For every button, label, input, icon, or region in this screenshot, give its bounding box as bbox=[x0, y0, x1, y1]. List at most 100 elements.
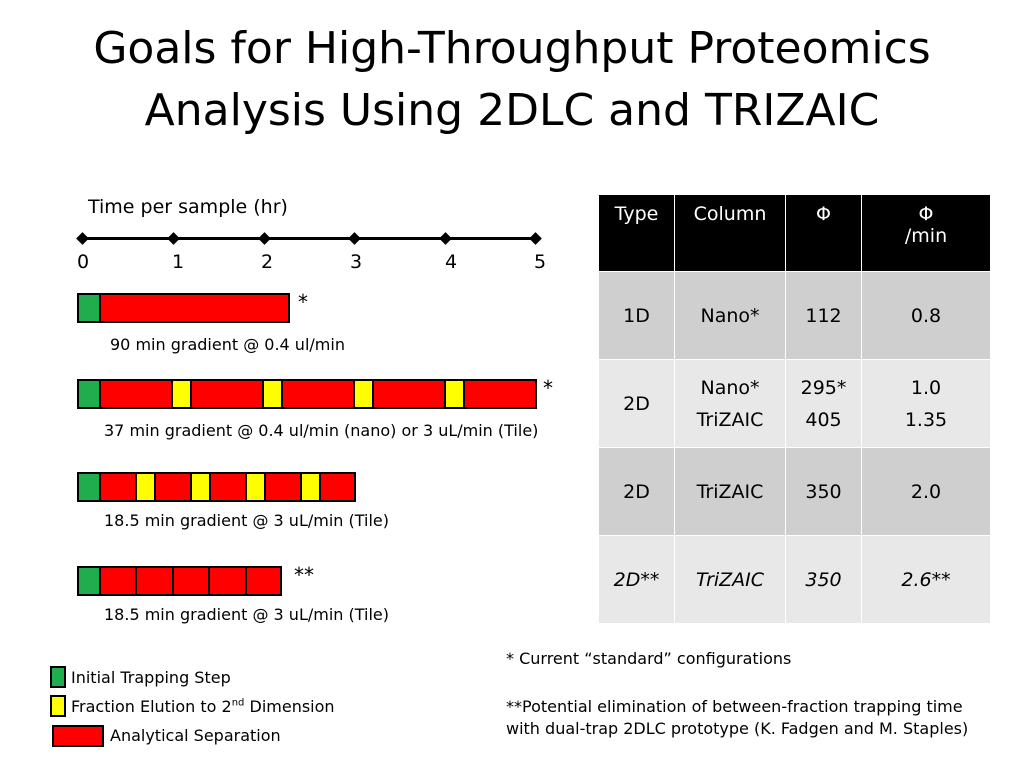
separation-segment bbox=[156, 474, 192, 500]
axis-tick-label-2: 2 bbox=[260, 251, 274, 273]
cell-type: 2D** bbox=[598, 535, 675, 624]
legend-red-swatch bbox=[52, 725, 104, 747]
cell-rate-line-2: 1.35 bbox=[904, 408, 948, 431]
axis-tick-5 bbox=[529, 232, 542, 245]
footnote-standard: * Current “standard” configurations bbox=[506, 649, 792, 668]
axis-tick-label-0: 0 bbox=[76, 251, 90, 273]
cell-phi: 350 bbox=[785, 535, 862, 624]
bar-3-caption: 18.5 min gradient @ 3 uL/min (Tile) bbox=[104, 511, 390, 530]
axis-tick-3 bbox=[348, 232, 361, 245]
elution-segment bbox=[264, 381, 283, 407]
cell-phi: 350 bbox=[785, 447, 862, 536]
bar-2-caption: 37 min gradient @ 0.4 ul/min (nano) or 3… bbox=[104, 421, 539, 440]
cell-phi-line-2: 405 bbox=[805, 408, 842, 431]
trap-segment bbox=[79, 295, 101, 321]
separation-segment bbox=[101, 295, 288, 321]
separation-segment bbox=[266, 474, 302, 500]
table-header-row: Type Column Φ Φ/min bbox=[598, 194, 991, 272]
axis-tick-2 bbox=[258, 232, 271, 245]
header-phi-per-min: Φ/min bbox=[861, 194, 991, 272]
separation-segment bbox=[192, 381, 264, 407]
header-phi-symbol: Φ bbox=[918, 203, 934, 225]
bar-4-mark: ** bbox=[294, 563, 314, 587]
cell-column: Nano* TriZAIC bbox=[674, 359, 786, 448]
axis-tick-4 bbox=[439, 232, 452, 245]
time-axis-line bbox=[82, 237, 536, 240]
elution-segment bbox=[247, 474, 266, 500]
separation-segment bbox=[210, 568, 247, 594]
cell-type: 1D bbox=[598, 271, 675, 360]
cell-rate: 1.0 1.35 bbox=[861, 359, 991, 448]
legend-yellow-suffix: Dimension bbox=[244, 697, 335, 716]
legend-green-label: Initial Trapping Step bbox=[71, 668, 231, 687]
elution-segment bbox=[173, 381, 192, 407]
slide-title: Goals for High-Throughput Proteomics Ana… bbox=[0, 18, 1024, 142]
elution-segment bbox=[302, 474, 321, 500]
axis-tick-label-4: 4 bbox=[444, 251, 458, 273]
separation-segment bbox=[374, 381, 446, 407]
footnote-dual-trap: **Potential elimination of between-fract… bbox=[506, 696, 968, 740]
cell-phi-line-1: 295* bbox=[800, 376, 847, 399]
bar-2-mark: * bbox=[543, 376, 553, 400]
separation-segment bbox=[321, 474, 354, 500]
legend-yellow-superscript: nd bbox=[231, 697, 245, 709]
separation-segment bbox=[283, 381, 355, 407]
timeline-bar-2 bbox=[77, 379, 537, 409]
cell-phi: 295* 405 bbox=[785, 359, 862, 448]
cell-column: TriZAIC bbox=[674, 535, 786, 624]
footnote-dual-trap-line-2: with dual-trap 2DLC prototype (K. Fadgen… bbox=[506, 719, 969, 738]
throughput-table: Type Column Φ Φ/min 1D Nano* 112 0.8 2D … bbox=[598, 194, 991, 624]
separation-segment bbox=[101, 474, 137, 500]
legend-yellow-label: Fraction Elution to 2nd Dimension bbox=[71, 697, 335, 716]
legend-yellow-prefix: Fraction Elution to 2 bbox=[71, 697, 232, 716]
table-row: 1D Nano* 112 0.8 bbox=[598, 271, 991, 360]
cell-rate: 0.8 bbox=[861, 271, 991, 360]
elution-segment bbox=[192, 474, 211, 500]
elution-segment bbox=[137, 474, 156, 500]
trap-segment bbox=[79, 381, 101, 407]
cell-column-line-2: TriZAIC bbox=[696, 408, 764, 431]
separation-segment bbox=[247, 568, 280, 594]
separation-segment bbox=[137, 568, 174, 594]
axis-tick-label-5: 5 bbox=[533, 251, 547, 273]
cell-column-line-1: Nano* bbox=[700, 376, 760, 399]
cell-phi: 112 bbox=[785, 271, 862, 360]
trap-segment bbox=[79, 568, 101, 594]
table-row: 2D** TriZAIC 350 2.6** bbox=[598, 535, 991, 624]
axis-title: Time per sample (hr) bbox=[88, 196, 288, 218]
legend-red-label: Analytical Separation bbox=[110, 726, 281, 745]
cell-type: 2D bbox=[598, 447, 675, 536]
cell-column: Nano* bbox=[674, 271, 786, 360]
legend-green-swatch bbox=[50, 666, 66, 688]
bar-1-caption: 90 min gradient @ 0.4 ul/min bbox=[110, 335, 345, 354]
header-type: Type bbox=[598, 194, 675, 272]
footnote-dual-trap-line-1: **Potential elimination of between-fract… bbox=[506, 697, 963, 716]
bar-4-caption: 18.5 min gradient @ 3 uL/min (Tile) bbox=[104, 605, 390, 624]
header-phi: Φ bbox=[785, 194, 862, 272]
cell-rate-line-1: 1.0 bbox=[910, 376, 942, 399]
header-column: Column bbox=[674, 194, 786, 272]
title-line-1: Goals for High-Throughput Proteomics bbox=[93, 23, 931, 74]
trap-segment bbox=[79, 474, 101, 500]
bar-1-mark: * bbox=[298, 290, 308, 314]
table-row: 2D Nano* TriZAIC 295* 405 1.0 1.35 bbox=[598, 359, 991, 448]
timeline-bar-4 bbox=[77, 566, 282, 596]
separation-segment bbox=[101, 568, 137, 594]
timeline-bar-1 bbox=[77, 293, 290, 323]
separation-segment bbox=[174, 568, 210, 594]
separation-segment bbox=[211, 474, 247, 500]
cell-rate: 2.6** bbox=[861, 535, 991, 624]
cell-column: TriZAIC bbox=[674, 447, 786, 536]
separation-segment bbox=[101, 381, 173, 407]
axis-tick-0 bbox=[76, 232, 89, 245]
table-row: 2D TriZAIC 350 2.0 bbox=[598, 447, 991, 536]
timeline-bar-3 bbox=[77, 472, 356, 502]
header-per-min: /min bbox=[904, 225, 948, 247]
axis-tick-label-3: 3 bbox=[349, 251, 363, 273]
axis-tick-label-1: 1 bbox=[171, 251, 185, 273]
cell-type: 2D bbox=[598, 359, 675, 448]
elution-segment bbox=[355, 381, 374, 407]
axis-tick-1 bbox=[167, 232, 180, 245]
title-line-2: Analysis Using 2DLC and TRIZAIC bbox=[144, 85, 880, 136]
elution-segment bbox=[446, 381, 465, 407]
